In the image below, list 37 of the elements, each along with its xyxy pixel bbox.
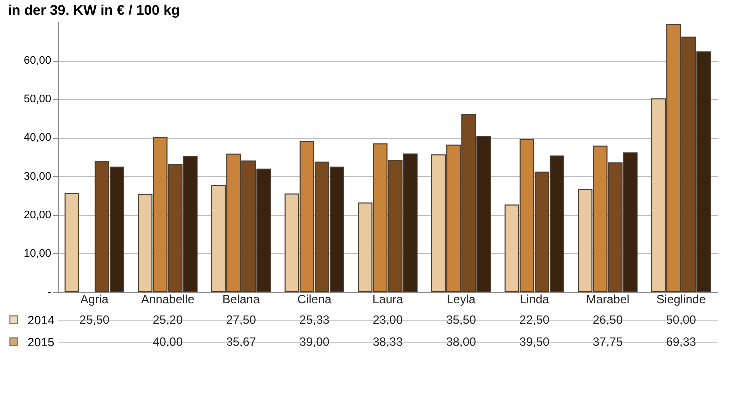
y-tick-label: 50,00 [24,94,52,106]
data-label: 50,00 [666,313,697,327]
y-tick-label: 60,00 [24,55,52,68]
x-tick-label: Sieglinde [656,292,706,306]
y-tick-label: 20,00 [24,209,52,222]
bar [64,193,80,292]
legend-label: 2015 [28,336,55,350]
x-tick-label: Leyla [446,292,476,306]
chart-title: in der 39. KW in € / 100 kg [8,2,180,18]
data-label: 38,00 [446,335,477,349]
data-label: 39,00 [300,335,330,349]
x-tick-label: Marabel [586,292,630,306]
data-label: 37,75 [592,335,624,349]
y-tick-label: - [48,286,52,298]
data-label: 22,50 [520,313,550,327]
y-tick-label: 40,00 [24,132,52,144]
data-label: 40,00 [152,335,184,349]
data-label: 35,67 [226,335,257,349]
data-label: 25,33 [300,313,330,327]
data-label: 69,33 [666,335,697,349]
x-tick-label: Cilena [298,292,332,306]
data-label: 23,00 [372,313,404,327]
legend-label: 2014 [28,314,55,328]
y-tick-label: 10,00 [24,248,52,260]
x-tick-label: Belana [222,292,260,306]
data-label: 35,50 [446,313,477,327]
data-label: 38,33 [372,335,404,349]
data-label: 26,50 [592,313,624,327]
data-label: 25,20 [152,313,184,327]
x-tick-label: Agria [80,292,109,306]
data-label: 27,50 [226,313,257,327]
x-tick-label: Linda [520,292,550,306]
y-tick-label: 30,00 [24,170,52,183]
x-tick-label: Laura [372,292,404,306]
x-tick-label: Annabelle [141,292,196,306]
data-label: 25,50 [80,313,110,327]
data-label: 39,50 [520,335,550,349]
